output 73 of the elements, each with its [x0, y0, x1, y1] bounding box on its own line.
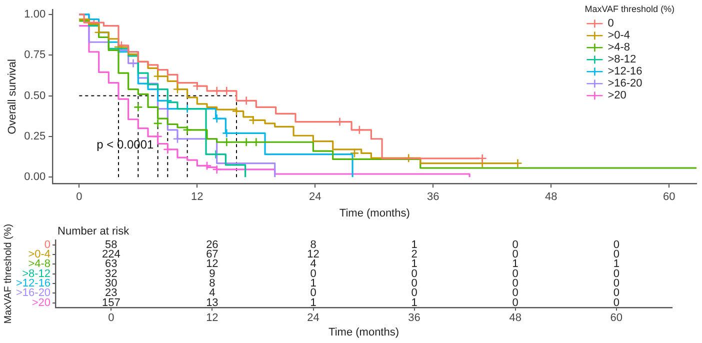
x-tick-label: 60	[610, 312, 623, 324]
y-tick-label: 0	[44, 238, 51, 251]
data-label: 0	[310, 268, 316, 280]
data-label: 0	[512, 277, 518, 290]
y-tick-label: >20	[32, 296, 51, 309]
y-tick-label: 0.75	[24, 49, 46, 62]
data-label: 1	[411, 238, 418, 251]
data-label: 4	[310, 258, 316, 270]
data-label: 12	[206, 258, 218, 270]
y-tick-label: 1.00	[24, 8, 46, 21]
data-label: 0	[512, 268, 518, 280]
data-label: 0	[512, 238, 518, 251]
data-label: 0	[411, 268, 418, 280]
data-label: 1	[613, 258, 620, 270]
x-tick-label: 48	[509, 312, 522, 324]
data-label: 1	[411, 258, 418, 270]
x-tick-label: 48	[545, 191, 558, 204]
x-tick-label: 12	[206, 312, 218, 324]
data-label: 32	[105, 268, 118, 280]
chart-title: Number at risk	[58, 226, 130, 238]
data-label: 58	[105, 238, 118, 251]
data-label: 1	[411, 296, 418, 309]
x-tick-label: 36	[408, 312, 420, 324]
data-label: 0	[512, 287, 518, 300]
y-axis-title: Overall survival	[6, 59, 19, 134]
data-label: 157	[102, 296, 120, 309]
x-tick-label: 0	[76, 191, 82, 204]
data-label: 8	[310, 238, 316, 251]
data-label: 0	[613, 296, 620, 309]
data-label: 23	[105, 287, 118, 300]
data-label: 0	[613, 238, 620, 251]
x-tick-label: 12	[191, 191, 204, 204]
data-label: 0	[411, 277, 418, 290]
y-tick-label: >16-20	[16, 287, 51, 300]
legend-label: >8-12	[608, 54, 636, 66]
data-label: 0	[310, 287, 316, 300]
y-tick-label: 0.00	[24, 171, 46, 184]
legend-label: 0	[608, 18, 614, 30]
data-label: 13	[206, 296, 218, 309]
data-label: 0	[613, 277, 620, 290]
legend-label: >12-16	[608, 66, 642, 78]
data-label: 26	[206, 238, 218, 251]
data-label: 63	[105, 258, 118, 270]
legend-label: >0-4	[608, 30, 630, 42]
x-tick-label: 60	[663, 191, 676, 204]
data-label: 9	[209, 268, 216, 280]
y-tick-label: 0.50	[24, 90, 46, 102]
annotation: p < 0.0001	[96, 138, 154, 152]
x-tick-label: 0	[108, 312, 114, 324]
legend-label: >16-20	[608, 78, 642, 90]
y-axis-title: MaxVAF threshold (%)	[2, 224, 14, 324]
data-label: 8	[209, 277, 216, 290]
legend-label: >20	[608, 90, 626, 102]
data-label: 0	[411, 287, 418, 300]
x-axis-title: Time (months)	[328, 326, 400, 338]
data-label: 1	[512, 258, 518, 270]
x-tick-label: 24	[307, 312, 320, 324]
data-label: 4	[209, 287, 216, 300]
y-tick-label: >4-8	[28, 258, 51, 270]
y-tick-label: >12-16	[16, 277, 51, 290]
data-label: 0	[613, 268, 620, 280]
x-axis-title: Time (months)	[339, 207, 410, 220]
data-label: 30	[105, 277, 118, 290]
data-label: 1	[310, 296, 316, 309]
data-label: 0	[512, 296, 518, 309]
legend-label: >4-8	[608, 42, 630, 54]
data-label: 1	[310, 277, 316, 290]
y-tick-label: 0.25	[24, 130, 46, 142]
x-tick-label: 24	[309, 191, 322, 204]
data-label: 0	[613, 287, 620, 300]
y-tick-label: >8-12	[22, 268, 51, 280]
legend-title: MaxVAF threshold (%)	[584, 4, 675, 14]
x-tick-label: 36	[427, 191, 440, 204]
